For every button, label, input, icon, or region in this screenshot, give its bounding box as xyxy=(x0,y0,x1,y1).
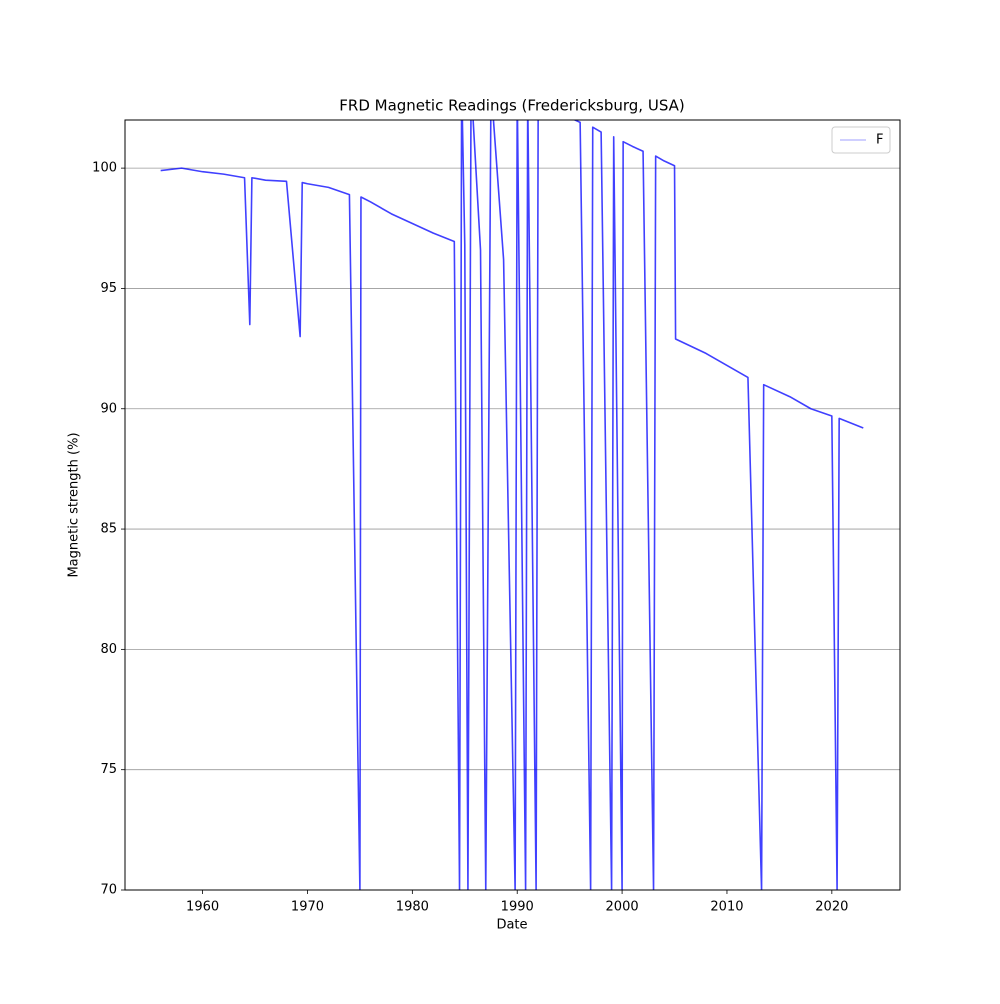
x-tick-label: 2020 xyxy=(815,900,848,915)
y-tick-label: 100 xyxy=(92,161,117,176)
chart-title: FRD Magnetic Readings (Fredericksburg, U… xyxy=(339,97,684,115)
y-tick-label: 80 xyxy=(100,642,117,657)
x-tick-label: 2000 xyxy=(606,900,639,915)
y-tick-label: 85 xyxy=(100,522,117,537)
y-tick-label: 90 xyxy=(100,401,117,416)
legend-label: F xyxy=(876,133,883,148)
y-tick-label: 70 xyxy=(100,883,117,898)
plot-frame xyxy=(124,119,901,891)
x-tick-label: 1990 xyxy=(501,900,534,915)
legend-box xyxy=(831,126,891,154)
y-tick-label: 75 xyxy=(100,762,117,777)
x-tick-label: 1960 xyxy=(186,900,219,915)
y-axis-label: Magnetic strength (%) xyxy=(67,432,82,577)
x-tick-label: 1970 xyxy=(291,900,324,915)
x-axis-label: Date xyxy=(496,918,527,933)
legend: F xyxy=(831,126,891,154)
y-tick-label: 95 xyxy=(100,281,117,296)
x-tick-label: 2010 xyxy=(710,900,743,915)
data-line xyxy=(160,120,864,890)
x-tick-label: 1980 xyxy=(396,900,429,915)
data-layer xyxy=(160,120,864,890)
